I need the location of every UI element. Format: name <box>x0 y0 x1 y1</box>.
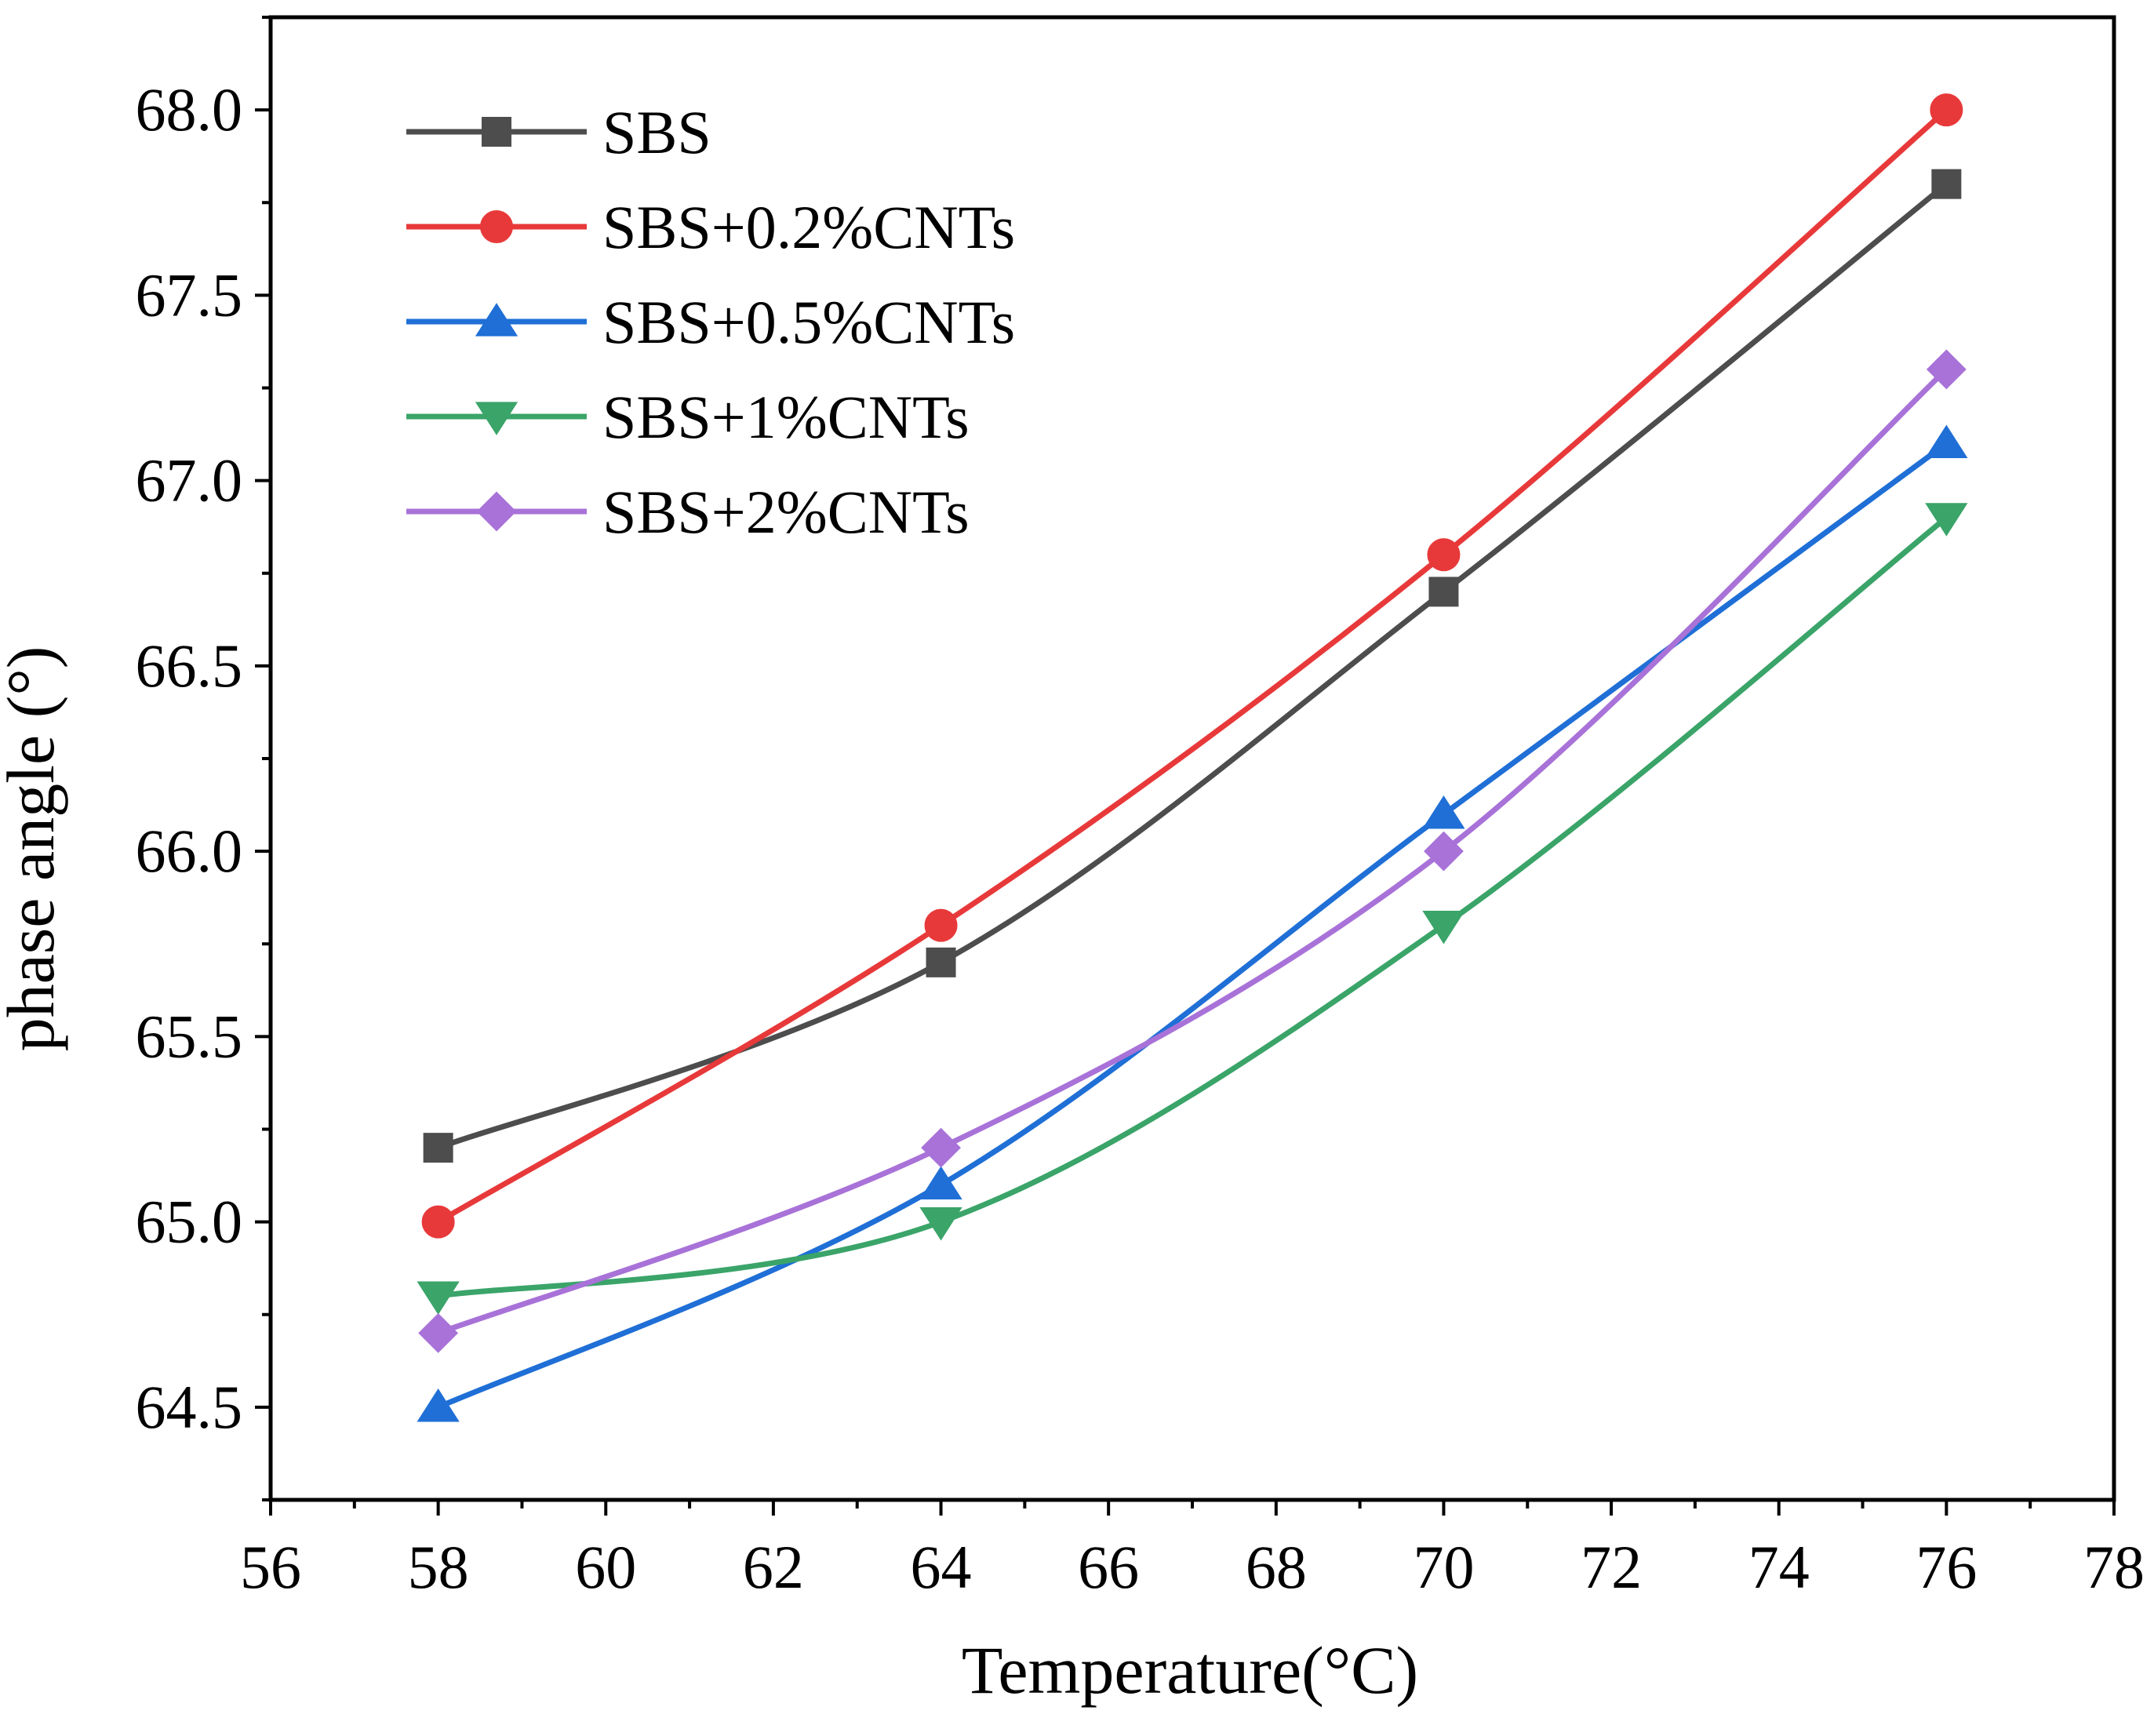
legend-item-sbs-0-2-cnts: SBS+0.2%CNTs <box>406 193 1015 261</box>
legend-marker <box>480 210 513 243</box>
legend-label: SBS <box>602 98 711 166</box>
data-point-sbs <box>926 947 956 977</box>
series-line-sbs-1-cnts <box>438 515 1948 1299</box>
data-point-sbs-0-5-cnts <box>919 1166 962 1199</box>
data-point-sbs-1-cnts <box>1422 911 1465 944</box>
x-tick-label: 70 <box>1413 1533 1474 1601</box>
x-tick-label: 72 <box>1581 1533 1642 1601</box>
legend-marker <box>475 402 518 435</box>
data-point-sbs-0-5-cnts <box>1925 424 1968 458</box>
legend-label: SBS+1%CNTs <box>602 383 970 451</box>
legend-item-sbs-0-5-cnts: SBS+0.5%CNTs <box>406 288 1015 356</box>
x-tick-label: 76 <box>1916 1533 1977 1601</box>
series-layer <box>417 93 1968 1422</box>
data-point-sbs-1-cnts <box>919 1207 962 1241</box>
legend-label: SBS+0.5%CNTs <box>602 288 1015 356</box>
legend-item-sbs: SBS <box>406 98 711 166</box>
series-sbs-2-cnts <box>418 349 1967 1353</box>
series-sbs-0-5-cnts <box>417 424 1968 1422</box>
x-tick-label: 58 <box>408 1533 469 1601</box>
data-point-sbs-2-cnts <box>921 1127 961 1168</box>
legend-label: SBS+2%CNTs <box>602 478 970 546</box>
series-line-sbs-0-5-cnts <box>437 441 1948 1410</box>
data-point-sbs <box>423 1133 453 1163</box>
series-line-sbs <box>437 181 1948 1151</box>
legend: SBS SBS+0.2%CNTs SBS+0.5%CNTs SBS+1%CNTs SBS… <box>406 98 1015 546</box>
y-tick-label: 65.0 <box>136 1188 243 1256</box>
y-tick-label: 66.0 <box>136 817 243 885</box>
x-tick-label: 78 <box>2083 1533 2145 1601</box>
y-tick-label: 66.5 <box>136 631 243 700</box>
legend-item-sbs-1-cnts: SBS+1%CNTs <box>406 383 970 451</box>
data-point-sbs-0-2-cnts <box>1930 93 1963 127</box>
x-axis-title: Temperature(°C) <box>962 1632 1418 1708</box>
y-tick-label: 67.5 <box>136 260 243 329</box>
data-point-sbs-0-2-cnts <box>924 908 958 942</box>
data-point-sbs-1-cnts <box>417 1281 460 1315</box>
data-point-sbs <box>1428 577 1459 607</box>
y-tick-label: 65.5 <box>136 1002 243 1070</box>
legend-marker <box>475 303 518 337</box>
x-tick-label: 62 <box>743 1533 804 1601</box>
series-sbs <box>423 169 1962 1163</box>
x-tick-label: 56 <box>240 1533 301 1601</box>
series-line-sbs-2-cnts <box>437 367 1948 1336</box>
legend-label: SBS+0.2%CNTs <box>602 193 1015 261</box>
legend-marker <box>482 117 511 147</box>
data-point-sbs-2-cnts <box>1926 349 1967 390</box>
data-point-sbs-1-cnts <box>1925 503 1968 537</box>
legend-item-sbs-2-cnts: SBS+2%CNTs <box>406 478 970 546</box>
data-point-sbs-0-2-cnts <box>1427 538 1461 572</box>
data-point-sbs <box>1931 169 1962 199</box>
x-tick-label: 68 <box>1246 1533 1307 1601</box>
y-tick-label: 67.0 <box>136 446 243 515</box>
data-point-sbs-2-cnts <box>418 1312 459 1353</box>
x-tick-label: 60 <box>575 1533 636 1601</box>
axes-layer: 56 58 60 62 64 66 68 70 72 74 76 78 64.5 65.0 65.5 66.0… <box>136 15 2145 1601</box>
data-point-sbs-0-2-cnts <box>421 1205 455 1239</box>
x-tick-label: 74 <box>1748 1533 1810 1601</box>
y-tick-label: 68.0 <box>136 75 243 144</box>
x-tick-label: 64 <box>911 1533 972 1601</box>
series-line-sbs-0-2-cnts <box>436 107 1948 1225</box>
series-sbs-1-cnts <box>417 503 1968 1315</box>
y-axis-title: phase angle (°) <box>0 646 68 1052</box>
x-tick-label: 66 <box>1078 1533 1139 1601</box>
legend-marker <box>476 491 517 532</box>
data-point-sbs-0-5-cnts <box>1422 795 1465 829</box>
data-point-sbs-0-5-cnts <box>417 1388 460 1422</box>
y-tick-label: 64.5 <box>136 1373 243 1441</box>
data-point-sbs-2-cnts <box>1424 831 1464 872</box>
series-sbs-0-2-cnts <box>421 93 1963 1239</box>
